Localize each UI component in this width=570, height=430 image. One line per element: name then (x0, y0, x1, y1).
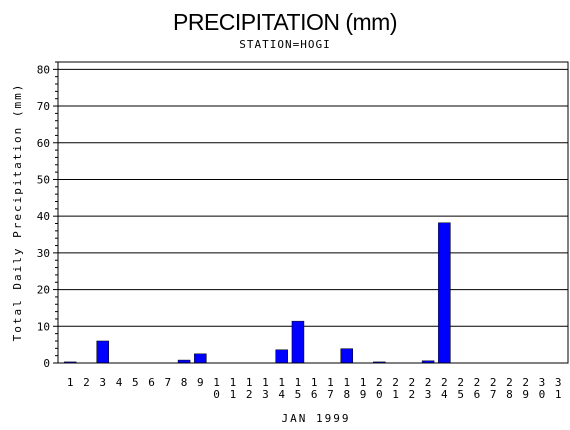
y-tick-label: 10 (37, 320, 50, 333)
x-tick-label: 2 (83, 376, 90, 389)
bar-day-9 (194, 353, 207, 364)
y-tick-label: 40 (37, 210, 50, 223)
x-axis-label: JAN 1999 (282, 412, 351, 425)
x-tick-label: 7 (164, 376, 171, 389)
y-axis-label: Total Daily Precipitation (mm) (11, 83, 24, 342)
bar-day-18 (340, 348, 354, 364)
x-tick-label: 6 (148, 376, 155, 389)
plot-frame (57, 61, 569, 364)
y-tick-label: 80 (37, 63, 50, 76)
y-tick-label: 70 (37, 100, 50, 113)
bar-day-14 (275, 349, 288, 364)
bars (63, 222, 451, 364)
y-tick-label: 30 (37, 247, 50, 260)
x-tick-label: 8 (181, 376, 188, 389)
x-tick-label: 1 (67, 376, 74, 389)
chart-title: PRECIPITATION (mm) (173, 9, 397, 35)
y-tick-label: 50 (37, 173, 50, 186)
x-tick-label: 9 (197, 376, 204, 389)
x-tick-label: 4 (116, 376, 123, 389)
x-axis-ticks: 1 2 3 4 5 6 7 8 9 1 01 11 21 31 41 51 61 71 81 92 02 12 22 32 42… (67, 376, 562, 401)
x-tick-label: 3 (99, 376, 106, 389)
chart-subtitle: STATION=HOGI (239, 38, 330, 51)
y-tick-label: 20 (37, 284, 50, 297)
x-tick-label: 5 (132, 376, 139, 389)
y-tick-label: 60 (37, 137, 50, 150)
bar-day-15 (291, 320, 305, 364)
y-tick-label: 0 (43, 357, 50, 370)
grid-lines (58, 68, 568, 327)
bar-day-3 (96, 340, 109, 364)
y-axis-ticks: 0 10 20 30 40 50 60 70 80 (37, 61, 58, 370)
bar-day-24 (438, 222, 451, 364)
